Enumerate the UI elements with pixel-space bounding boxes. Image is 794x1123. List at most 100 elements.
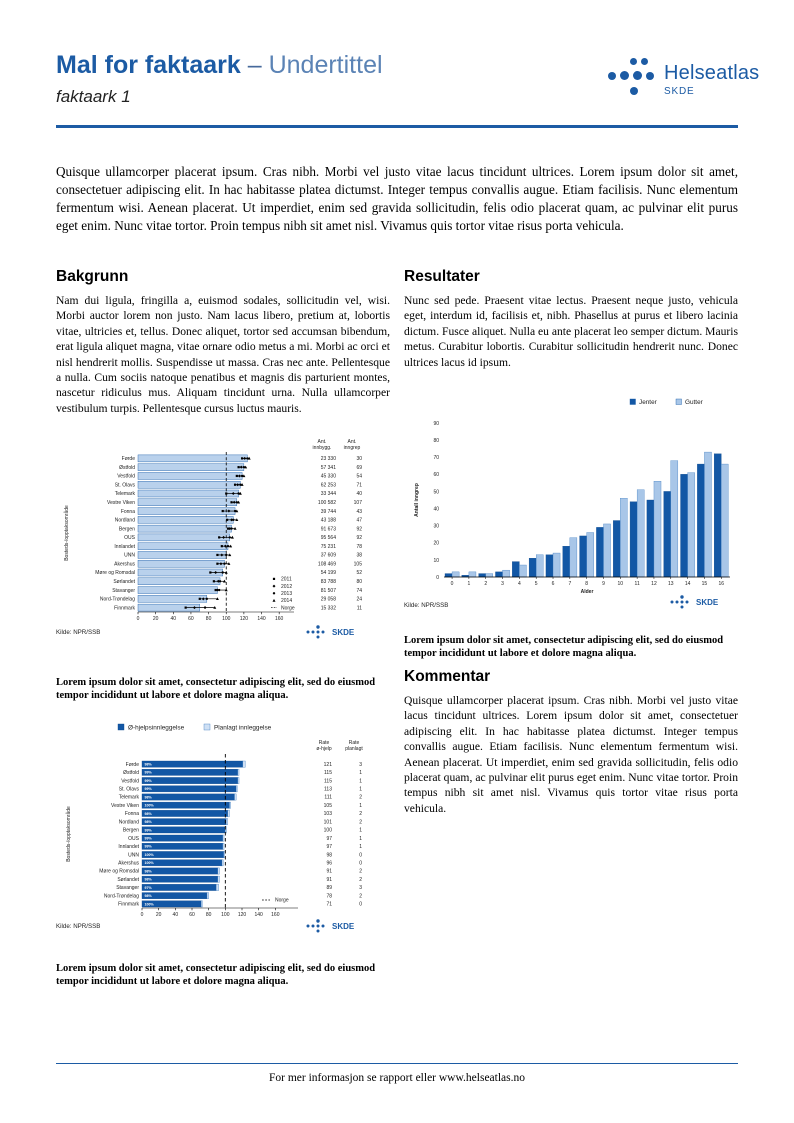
cell-innbygg: 108 469 — [318, 561, 336, 567]
y-tick-label: 40 — [433, 506, 439, 512]
category-label: UNN — [128, 852, 139, 858]
bar-percent-label: 98% — [145, 812, 153, 816]
cell-rate-ohjelp: 101 — [324, 819, 333, 825]
heading-resultater: Resultater — [404, 268, 480, 285]
cell-rate-ohjelp: 98 — [326, 852, 332, 858]
heading-kommentar: Kommentar — [404, 668, 491, 685]
category-label: Akershus — [118, 860, 139, 866]
cell-rate-planlagt: 1 — [359, 828, 362, 834]
category-label: Stavanger — [116, 885, 139, 891]
intro-paragraph: Quisque ullamcorper placerat ipsum. Cras… — [56, 164, 738, 234]
kommentar-block: Kommentar Quisque ullamcorper placerat i… — [404, 668, 738, 816]
page-title: Mal for faktaark – Undertittel — [56, 51, 738, 80]
bar-percent-label: 99% — [145, 828, 153, 832]
cell-innbygg: 29 058 — [321, 597, 337, 603]
right-column: Resultater Nunc sed pede. Praesent vitae… — [404, 268, 738, 370]
helseatlas-logo: Helseatlas SKDE — [608, 58, 759, 112]
cell-rate-planlagt: 3 — [359, 885, 362, 891]
bar-percent-label: 99% — [145, 845, 153, 849]
cell-rate-planlagt: 2 — [359, 893, 362, 899]
page-header: Mal for faktaark – Undertittel faktaark … — [56, 51, 738, 107]
cell-inngrep: 11 — [357, 605, 362, 611]
text-kommentar: Quisque ullamcorper placerat ipsum. Cras… — [404, 694, 738, 815]
category-label: Nord-Trøndelag — [104, 893, 139, 899]
category-label: Fonna — [125, 811, 139, 817]
x-tick-label: 4 — [518, 581, 521, 587]
category-label: St. Olavs — [115, 482, 136, 488]
cell-rate-ohjelp: 100 — [324, 828, 333, 834]
legend-label: 2013 — [281, 591, 292, 597]
title-separator: – — [240, 51, 269, 79]
category-label: Finnmark — [118, 902, 139, 908]
category-label: Vestfold — [121, 778, 139, 784]
cell-rate-planlagt: 2 — [359, 795, 362, 801]
category-label: Nordland — [115, 518, 136, 524]
cell-innbygg: 37 609 — [321, 553, 337, 559]
text-resultater: Nunc sed pede. Praesent vitae lectus. Pr… — [404, 294, 738, 369]
cell-rate-ohjelp: 103 — [324, 811, 333, 817]
cell-rate-planlagt: 2 — [359, 819, 362, 825]
cell-rate-ohjelp: 97 — [326, 844, 332, 850]
cell-rate-ohjelp: 105 — [324, 803, 333, 809]
cell-innbygg: 100 582 — [318, 500, 336, 506]
cell-innbygg: 43 188 — [321, 518, 337, 524]
category-label: Bergen — [119, 526, 135, 532]
skde-label: SKDE — [332, 922, 355, 931]
title-subtitle: Undertittel — [268, 51, 383, 79]
left-column: Bakgrunn Nam dui ligula, fringilla a, eu… — [56, 268, 390, 416]
cell-innbygg: 39 744 — [321, 509, 337, 515]
x-tick-label: 140 — [257, 616, 266, 622]
col-header-inngrep-2: inngrep — [344, 445, 361, 451]
category-label: Vestre Viken — [107, 500, 135, 506]
category-label: Akershus — [114, 561, 135, 567]
cell-rate-ohjelp: 96 — [326, 860, 332, 866]
cell-inngrep: 92 — [356, 535, 362, 541]
cell-inngrep: 92 — [356, 526, 362, 532]
cell-rate-planlagt: 0 — [359, 852, 362, 858]
cell-inngrep: 107 — [354, 500, 363, 506]
footer-divider — [56, 1063, 738, 1064]
cell-rate-planlagt: 1 — [359, 803, 362, 809]
logo-text: Helseatlas SKDE — [664, 62, 759, 97]
y-tick-label: 0 — [436, 575, 439, 581]
x-tick-label: 6 — [552, 581, 555, 587]
cell-inngrep: 43 — [356, 509, 362, 515]
x-tick-label: 8 — [585, 581, 588, 587]
x-tick-label: 120 — [238, 912, 247, 918]
legend-label-jenter: Jenter — [639, 399, 658, 406]
category-label: Østfold — [123, 770, 139, 776]
cell-rate-planlagt: 3 — [359, 762, 362, 768]
bar-percent-label: 98% — [145, 820, 153, 824]
cell-inngrep: 47 — [356, 518, 362, 524]
cell-innbygg: 91 673 — [321, 526, 337, 532]
skde-label: SKDE — [696, 598, 719, 607]
x-tick-label: 11 — [635, 581, 640, 587]
y-tick-label: 10 — [433, 558, 439, 564]
x-tick-label: 160 — [271, 912, 280, 918]
x-tick-label: 0 — [451, 581, 454, 587]
cell-innbygg: 83 788 — [321, 579, 337, 585]
footer-text: For mer informasjon se rapport eller www… — [268, 1072, 525, 1084]
caption-fig2: Lorem ipsum dolor sit amet, consectetur … — [404, 635, 724, 660]
cell-innbygg: 95 564 — [321, 535, 337, 541]
skde-label: SKDE — [332, 628, 355, 637]
logo-subname: SKDE — [664, 86, 695, 97]
x-tick-label: 12 — [651, 581, 657, 587]
x-axis-label: Alder — [581, 589, 594, 595]
source-label: Kilde: NPR/SSB — [56, 629, 100, 636]
x-tick-label: 100 — [222, 616, 231, 622]
x-tick-label: 16 — [718, 581, 724, 587]
y-tick-label: 70 — [433, 455, 439, 461]
bar-percent-label: 100% — [145, 853, 155, 857]
x-tick-label: 80 — [206, 616, 212, 622]
category-label: Nord-Trøndelag — [100, 597, 135, 603]
chart-admission-type: legend-swatch-ohjelpØ-hjelpsinnleggelsel… — [56, 722, 376, 937]
cell-rate-ohjelp: 91 — [326, 877, 332, 883]
x-tick-label: 60 — [188, 616, 194, 622]
cell-innbygg: 33 344 — [321, 491, 337, 497]
category-label: Møre og Romsdal — [95, 570, 135, 576]
cell-rate-planlagt: 1 — [359, 844, 362, 850]
col-header-innbygg-1: Ant. — [318, 439, 327, 445]
cell-innbygg: 75 231 — [321, 544, 337, 550]
y-tick-label: 50 — [433, 489, 439, 495]
